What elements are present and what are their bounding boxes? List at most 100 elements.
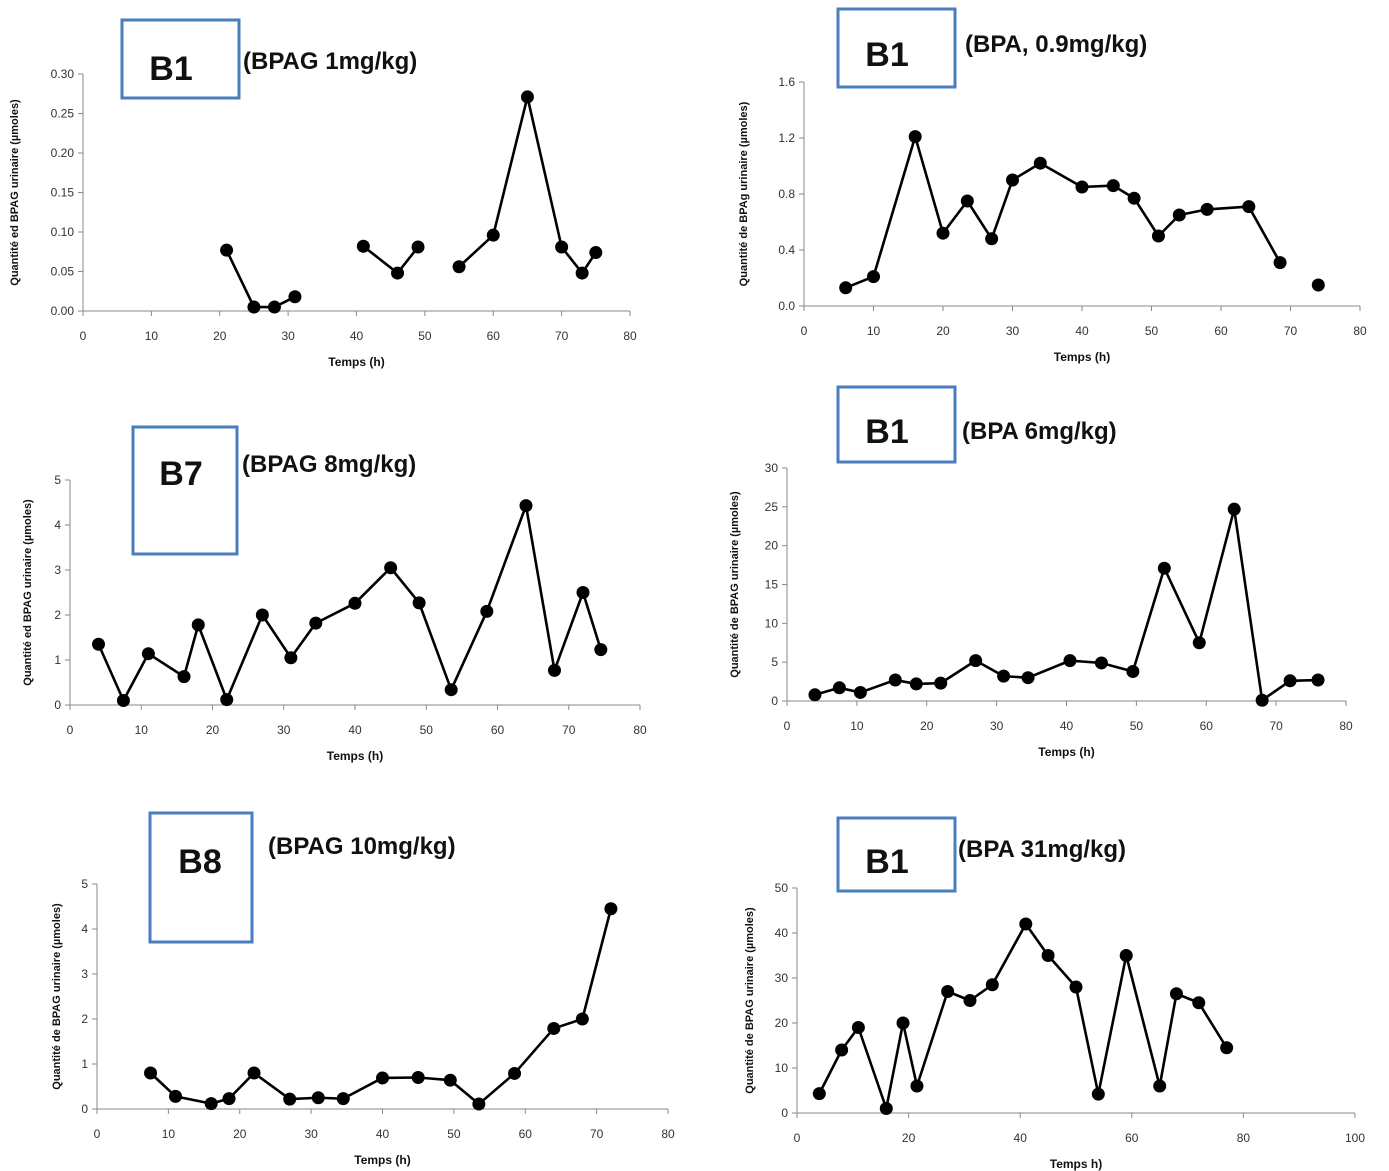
data-point [480,604,494,618]
x-tick-label: 60 [1214,324,1228,338]
data-point [960,194,974,208]
chart-title: (BPAG 10mg/kg) [268,833,456,860]
data-point [963,994,977,1007]
data-point [936,226,950,240]
data-point [867,270,880,284]
annotation-box [148,811,254,944]
data-point [832,681,846,695]
series-line [225,249,296,309]
data-point [1126,664,1140,678]
y-tick-label: 4 [54,518,61,532]
chart-panel-1: 0.00 0.05 0.10 0.15 0.20 0.25 0.30 0 10 20 30 40 50 6… [9,18,637,369]
data-point [222,1092,236,1106]
chart-panel-6: 0 10 20 30 40 50 0 20 40 60 80 100 Temps h) Quantité … [744,816,1365,1171]
data-point [1151,229,1165,243]
x-tick-label: 10 [135,723,149,737]
y-tick-label: 0.0 [778,299,795,313]
y-tick-label: 3 [81,967,88,981]
data-point [589,246,603,260]
x-tick-label: 30 [990,719,1004,733]
x-tick-label: 50 [418,329,432,343]
y-tick-label: 2 [81,1012,88,1026]
x-tick-label: 80 [1353,324,1367,338]
data-point [1192,996,1206,1010]
x-tick-label: 40 [1060,719,1074,733]
series-line [97,504,603,702]
chart-title: (BPAG 8mg/kg) [242,451,416,478]
x-tick-label: 80 [623,329,637,343]
x-tick-label: 40 [1075,324,1089,338]
x-tick-label: 50 [420,723,434,737]
x-tick-label: 100 [1345,1131,1365,1145]
data-point [486,228,500,242]
x-axis-label: Temps (h) [354,1153,410,1167]
y-axis-label: Quantité de BPAg urinaire (µmoles) [738,101,750,286]
data-point [376,1071,389,1085]
data-point [508,1066,522,1080]
data-point [908,130,922,144]
y-axis-label: Quantité de BPAG urinaire (µmoles) [51,903,63,1090]
y-tick-label: 40 [775,926,789,940]
x-tick-label: 0 [801,324,808,338]
x-tick-label: 10 [850,719,864,733]
data-point [247,300,261,314]
data-point [247,1066,261,1080]
data-point [1242,200,1256,214]
data-point [1041,949,1055,962]
data-point [969,654,983,668]
x-tick-label: 80 [633,723,647,737]
y-tick-label: 50 [775,881,789,895]
x-tick-label: 80 [1339,719,1353,733]
x-tick-label: 70 [555,329,569,343]
y-tick-label: 15 [765,578,779,592]
chart-panel-2: 0.0 0.4 0.8 1.2 1.6 0 10 20 30 40 50 60 70 80 Temps (h… [738,7,1367,364]
y-tick-label: 1.6 [778,75,795,89]
data-point [452,260,466,274]
data-point [288,290,302,304]
x-tick-label: 80 [1237,1131,1251,1145]
x-tick-label: 60 [487,329,501,343]
y-axis-label: Quantité ed BPAG urinaire (µmoles) [9,99,21,286]
y-tick-label: 0 [81,1102,88,1116]
data-point [412,596,426,610]
x-tick-label: 20 [936,324,950,338]
data-point [1255,693,1269,707]
data-point [1019,917,1033,931]
data-point [144,1066,158,1080]
y-tick-label: 3 [54,563,61,577]
series-line [845,135,1282,290]
data-point [1153,1079,1167,1093]
y-tick-label: 0.00 [51,304,75,318]
data-point [356,239,370,253]
chart-panel-4: 0 5 10 15 20 25 30 0 10 20 30 40 50 60 70 80 Temps (h) Qu… [729,385,1353,759]
annotation-box [131,425,239,556]
chart-title: (BPAG 1mg/kg) [243,48,417,75]
y-tick-label: 20 [765,539,779,553]
data-point [1063,654,1077,668]
y-tick-label: 1 [81,1057,88,1071]
x-axis-label: Temps (h) [1054,350,1110,364]
y-tick-label: 20 [775,1016,789,1030]
data-point [879,1102,893,1115]
data-point [220,243,234,257]
y-tick-label: 5 [54,473,61,487]
x-tick-label: 50 [447,1127,461,1141]
data-point [835,1043,849,1057]
x-tick-label: 20 [920,719,934,733]
annotation-box [836,385,957,464]
annotation-box-label: B1 [865,843,908,881]
data-point [896,1016,910,1030]
x-tick-label: 0 [67,723,74,737]
x-tick-label: 20 [213,329,227,343]
data-point [1172,208,1186,222]
annotation-box-label: B7 [159,455,202,493]
data-point [594,643,608,657]
series-line [458,95,597,275]
data-point [1106,179,1120,193]
data-point [808,688,822,702]
y-tick-label: 0.8 [778,187,795,201]
data-point [1094,656,1108,670]
x-axis-label: Temps h) [1050,1157,1102,1171]
